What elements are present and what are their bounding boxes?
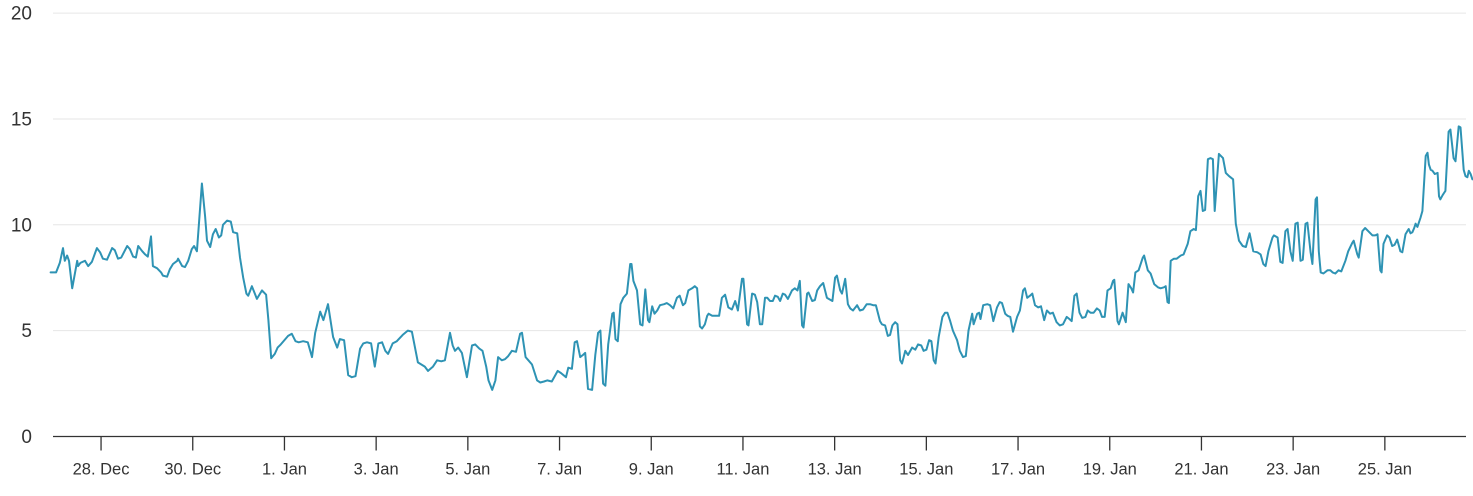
- x-axis-label: 28. Dec: [73, 461, 130, 479]
- y-axis-label: 5: [21, 321, 32, 342]
- x-axis-label: 19. Jan: [1083, 461, 1137, 479]
- x-axis-label: 13. Jan: [808, 461, 862, 479]
- y-axis-label: 0: [21, 427, 32, 448]
- y-axis-label: 20: [11, 4, 32, 25]
- x-axis-label: 11. Jan: [716, 461, 769, 479]
- x-axis-label: 23. Jan: [1266, 461, 1320, 479]
- x-axis-label: 3. Jan: [354, 461, 399, 479]
- x-axis-label: 30. Dec: [164, 461, 221, 479]
- x-axis-label: 5. Jan: [445, 461, 490, 479]
- x-axis-label: 21. Jan: [1174, 461, 1228, 479]
- x-axis-label: 15. Jan: [899, 461, 953, 479]
- x-axis-label: 9. Jan: [629, 461, 674, 479]
- x-axis-label: 25. Jan: [1358, 461, 1412, 479]
- x-axis-label: 17. Jan: [991, 461, 1045, 479]
- x-axis-label: 1. Jan: [262, 461, 307, 479]
- price-line-series[interactable]: [49, 125, 1473, 391]
- y-axis-label: 10: [11, 215, 32, 236]
- y-axis-label: 15: [11, 109, 32, 130]
- x-axis-label: 7. Jan: [537, 461, 582, 479]
